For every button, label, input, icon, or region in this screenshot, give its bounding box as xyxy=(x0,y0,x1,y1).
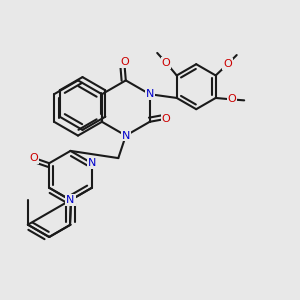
Text: O: O xyxy=(120,57,129,68)
Text: N: N xyxy=(66,195,75,205)
Text: N: N xyxy=(88,158,96,168)
Text: O: O xyxy=(162,114,171,124)
Text: N: N xyxy=(146,89,154,99)
Text: N: N xyxy=(122,130,130,141)
Text: O: O xyxy=(228,94,237,104)
Text: O: O xyxy=(29,153,38,163)
Text: O: O xyxy=(162,58,171,68)
Text: O: O xyxy=(223,59,232,69)
